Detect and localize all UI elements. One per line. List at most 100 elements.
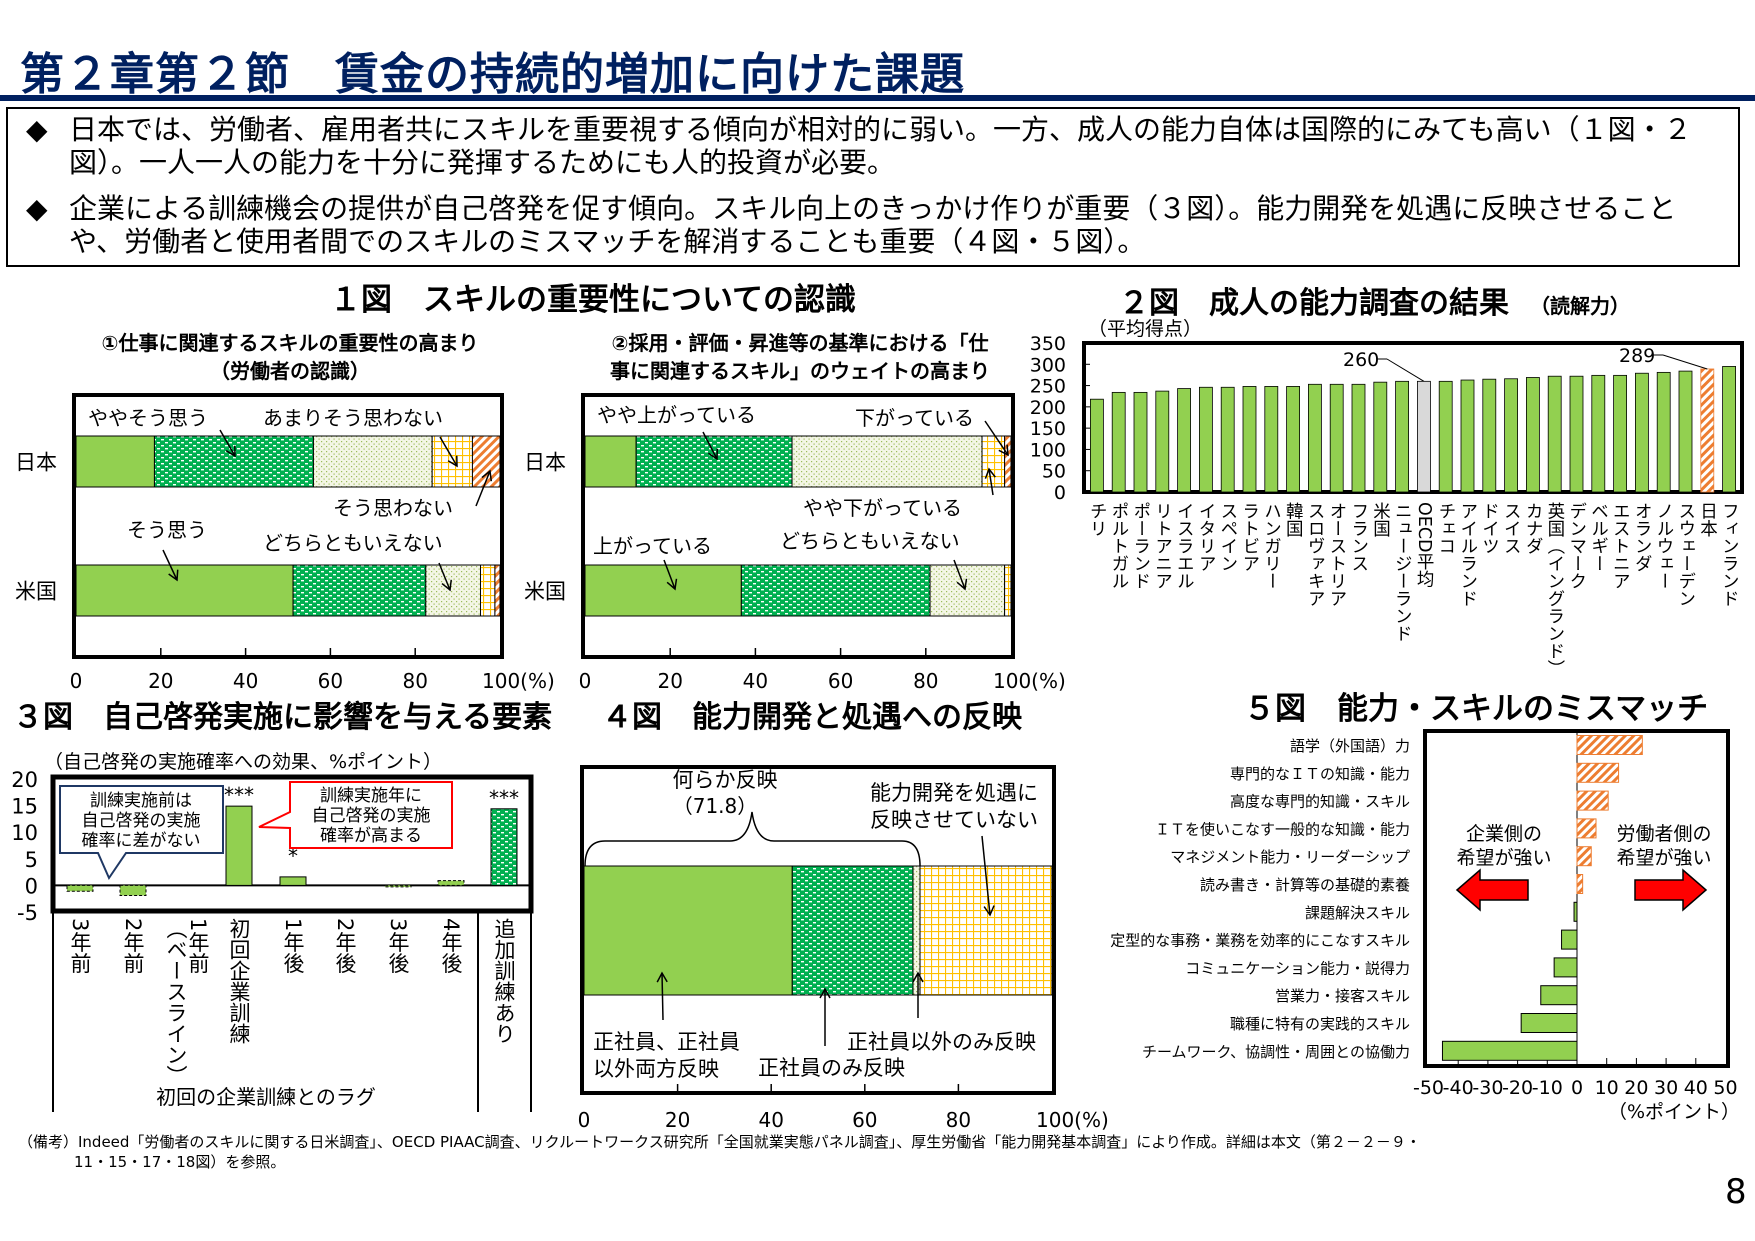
series-label: 正社員、正社員 <box>593 1030 740 1054</box>
bar-segment <box>583 865 793 996</box>
plot-frame <box>1082 341 1744 494</box>
bar <box>279 876 307 886</box>
country-label: ニュージーランド <box>1392 502 1413 642</box>
diamond-bullet-icon: ◆ <box>26 192 48 225</box>
y-tick-label: 250 <box>1030 376 1066 398</box>
plot-frame <box>581 393 1015 659</box>
bar-segment <box>919 865 1053 996</box>
x-tick-label: 100(%) <box>993 669 1066 693</box>
chart-subtitle: ②採用・評価・昇進等の基準における「仕 <box>612 331 989 355</box>
country-label: オーストリア <box>1326 502 1347 607</box>
country-label: チリ <box>1087 502 1108 537</box>
x-tick-label: 0 <box>1571 1077 1583 1099</box>
country-label: イスラエル <box>1174 502 1195 590</box>
country-label: ラトビア <box>1239 502 1260 572</box>
arrow-icon <box>439 436 458 468</box>
series-label: ややそう思う <box>88 406 208 430</box>
bar <box>1482 378 1497 493</box>
category-label: 初回企業訓練 <box>227 918 252 1044</box>
bar <box>1308 383 1322 493</box>
bar <box>225 805 253 886</box>
bar <box>1460 379 1475 493</box>
annotation-text: 希望が強い <box>1616 847 1711 869</box>
x-tick-label: 0 <box>70 669 83 693</box>
category-label: 3年前 <box>68 918 93 974</box>
bar-segment <box>912 865 921 996</box>
x-tick-label: -30 <box>1472 1077 1503 1099</box>
y-tick-label: 10 <box>11 821 38 845</box>
category-label: コミュニケーション能力・説得力 <box>1185 959 1410 977</box>
country-label: デンマーク <box>1566 502 1587 590</box>
category-label: 2年後 <box>333 918 358 974</box>
series-label: 上がっている <box>593 534 712 558</box>
footnote: （備考）Indeed「労働者のスキルに関する日米調査」、OECD PIAAC調査… <box>18 1132 1421 1172</box>
x-axis-label: （%ポイント） <box>1608 1101 1740 1123</box>
annotation-text: 労働者側の <box>1616 823 1711 845</box>
bar-segment <box>431 435 473 488</box>
category-label: 課題解決スキル <box>1305 904 1410 922</box>
data-label: 260 <box>1343 349 1379 371</box>
arrow-right-icon <box>1634 868 1708 912</box>
bar <box>1286 386 1300 493</box>
country-label: スウェーデン <box>1675 502 1696 607</box>
arrow-icon <box>984 420 1009 457</box>
bar-segment <box>584 564 742 617</box>
x-tick-label: 80 <box>946 1108 971 1132</box>
callout-text: 自己啓発の実施 <box>312 806 431 826</box>
y-tick-label: 15 <box>11 795 38 819</box>
category-label: マネジメント能力・リーダーシップ <box>1170 848 1410 866</box>
x-tick-label: -50 <box>1413 1077 1444 1099</box>
bar <box>1438 380 1453 493</box>
y-tick-label: -5 <box>17 901 38 925</box>
bar <box>1576 818 1597 839</box>
bar <box>1526 377 1540 493</box>
country-label: フィンランド <box>1719 502 1740 607</box>
category-label: 語学（外国語）力 <box>1290 737 1410 755</box>
x-tick-label: 20 <box>665 1108 690 1132</box>
bar <box>1613 374 1627 493</box>
country-label: ハンガリー <box>1261 502 1282 590</box>
annotation-text: 企業側の <box>1466 823 1542 845</box>
x-tick-label: 40 <box>758 1108 783 1132</box>
series-label: 以外両方反映 <box>593 1057 719 1081</box>
country-label: スイス <box>1501 502 1522 555</box>
bar <box>1111 391 1126 493</box>
y-tick-label: 150 <box>1030 418 1066 440</box>
bar-segment <box>494 564 501 617</box>
arrow-icon <box>438 562 452 592</box>
bar <box>1591 374 1606 493</box>
series-label: 下がっている <box>855 406 974 430</box>
chart-title: ５図 能力・スキルのミスマッチ <box>1244 691 1708 727</box>
category-label: 1年前 （ベースライン） <box>164 918 211 1086</box>
country-label: 韓国 <box>1283 502 1304 537</box>
y-tick-label: 0 <box>25 874 38 898</box>
callout-box <box>258 781 453 849</box>
category-label: 米国 <box>524 580 566 604</box>
country-label: ポーランド <box>1130 502 1151 590</box>
callout-text: 訓練実施前は <box>90 791 192 811</box>
chart-title-note: （読解力） <box>1530 294 1630 318</box>
category-label: 追加訓練あり <box>492 918 517 1044</box>
leader-line <box>1386 358 1425 382</box>
summary-item: ◆ 日本では、労働者、雇用者共にスキルを重要視する傾向が相対的に弱い。一方、成人… <box>22 113 1724 179</box>
bar <box>384 884 412 888</box>
category-label: 営業力・接客スキル <box>1275 987 1410 1005</box>
bar <box>1656 371 1671 493</box>
category-label: ＩＴを使いこなす一般的な知識・能力 <box>1155 820 1410 838</box>
country-label: オランダ <box>1632 502 1653 572</box>
x-tick-label: 50 <box>1713 1077 1737 1099</box>
arrow-left-icon <box>1455 868 1529 912</box>
data-label: 289 <box>1619 345 1655 367</box>
series-label: 能力開発を処遇に <box>870 781 1038 805</box>
bar-segment <box>75 564 294 617</box>
series-label: やや上がっている <box>597 403 756 427</box>
arrow-icon <box>656 971 668 1021</box>
country-label: カナダ <box>1523 502 1544 555</box>
bar <box>66 884 94 892</box>
bar-segment <box>479 564 496 617</box>
arrow-icon <box>702 431 719 461</box>
callout-text: 訓練実施年に <box>320 786 422 806</box>
bar <box>1700 368 1715 493</box>
bar <box>1351 383 1366 493</box>
